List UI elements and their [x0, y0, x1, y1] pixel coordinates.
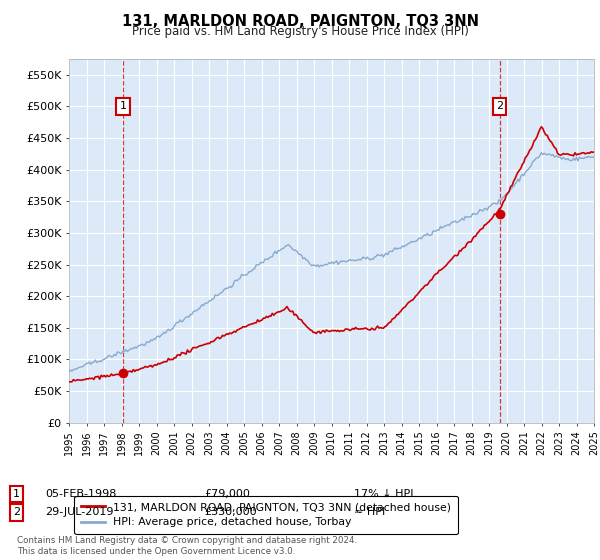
Text: 1: 1: [13, 489, 20, 499]
Text: Price paid vs. HM Land Registry's House Price Index (HPI): Price paid vs. HM Land Registry's House …: [131, 25, 469, 38]
Text: 1: 1: [120, 101, 127, 111]
Text: £330,000: £330,000: [204, 507, 257, 517]
Text: 05-FEB-1998: 05-FEB-1998: [45, 489, 116, 499]
Text: 131, MARLDON ROAD, PAIGNTON, TQ3 3NN: 131, MARLDON ROAD, PAIGNTON, TQ3 3NN: [121, 14, 479, 29]
Text: 2: 2: [496, 101, 503, 111]
Legend: 131, MARLDON ROAD, PAIGNTON, TQ3 3NN (detached house), HPI: Average price, detac: 131, MARLDON ROAD, PAIGNTON, TQ3 3NN (de…: [74, 496, 458, 534]
Text: ≈ HPI: ≈ HPI: [354, 507, 385, 517]
Text: £79,000: £79,000: [204, 489, 250, 499]
Text: 29-JUL-2019: 29-JUL-2019: [45, 507, 113, 517]
Text: Contains HM Land Registry data © Crown copyright and database right 2024.
This d: Contains HM Land Registry data © Crown c…: [17, 536, 357, 556]
Text: 2: 2: [13, 507, 20, 517]
Text: 17% ↓ HPI: 17% ↓ HPI: [354, 489, 413, 499]
